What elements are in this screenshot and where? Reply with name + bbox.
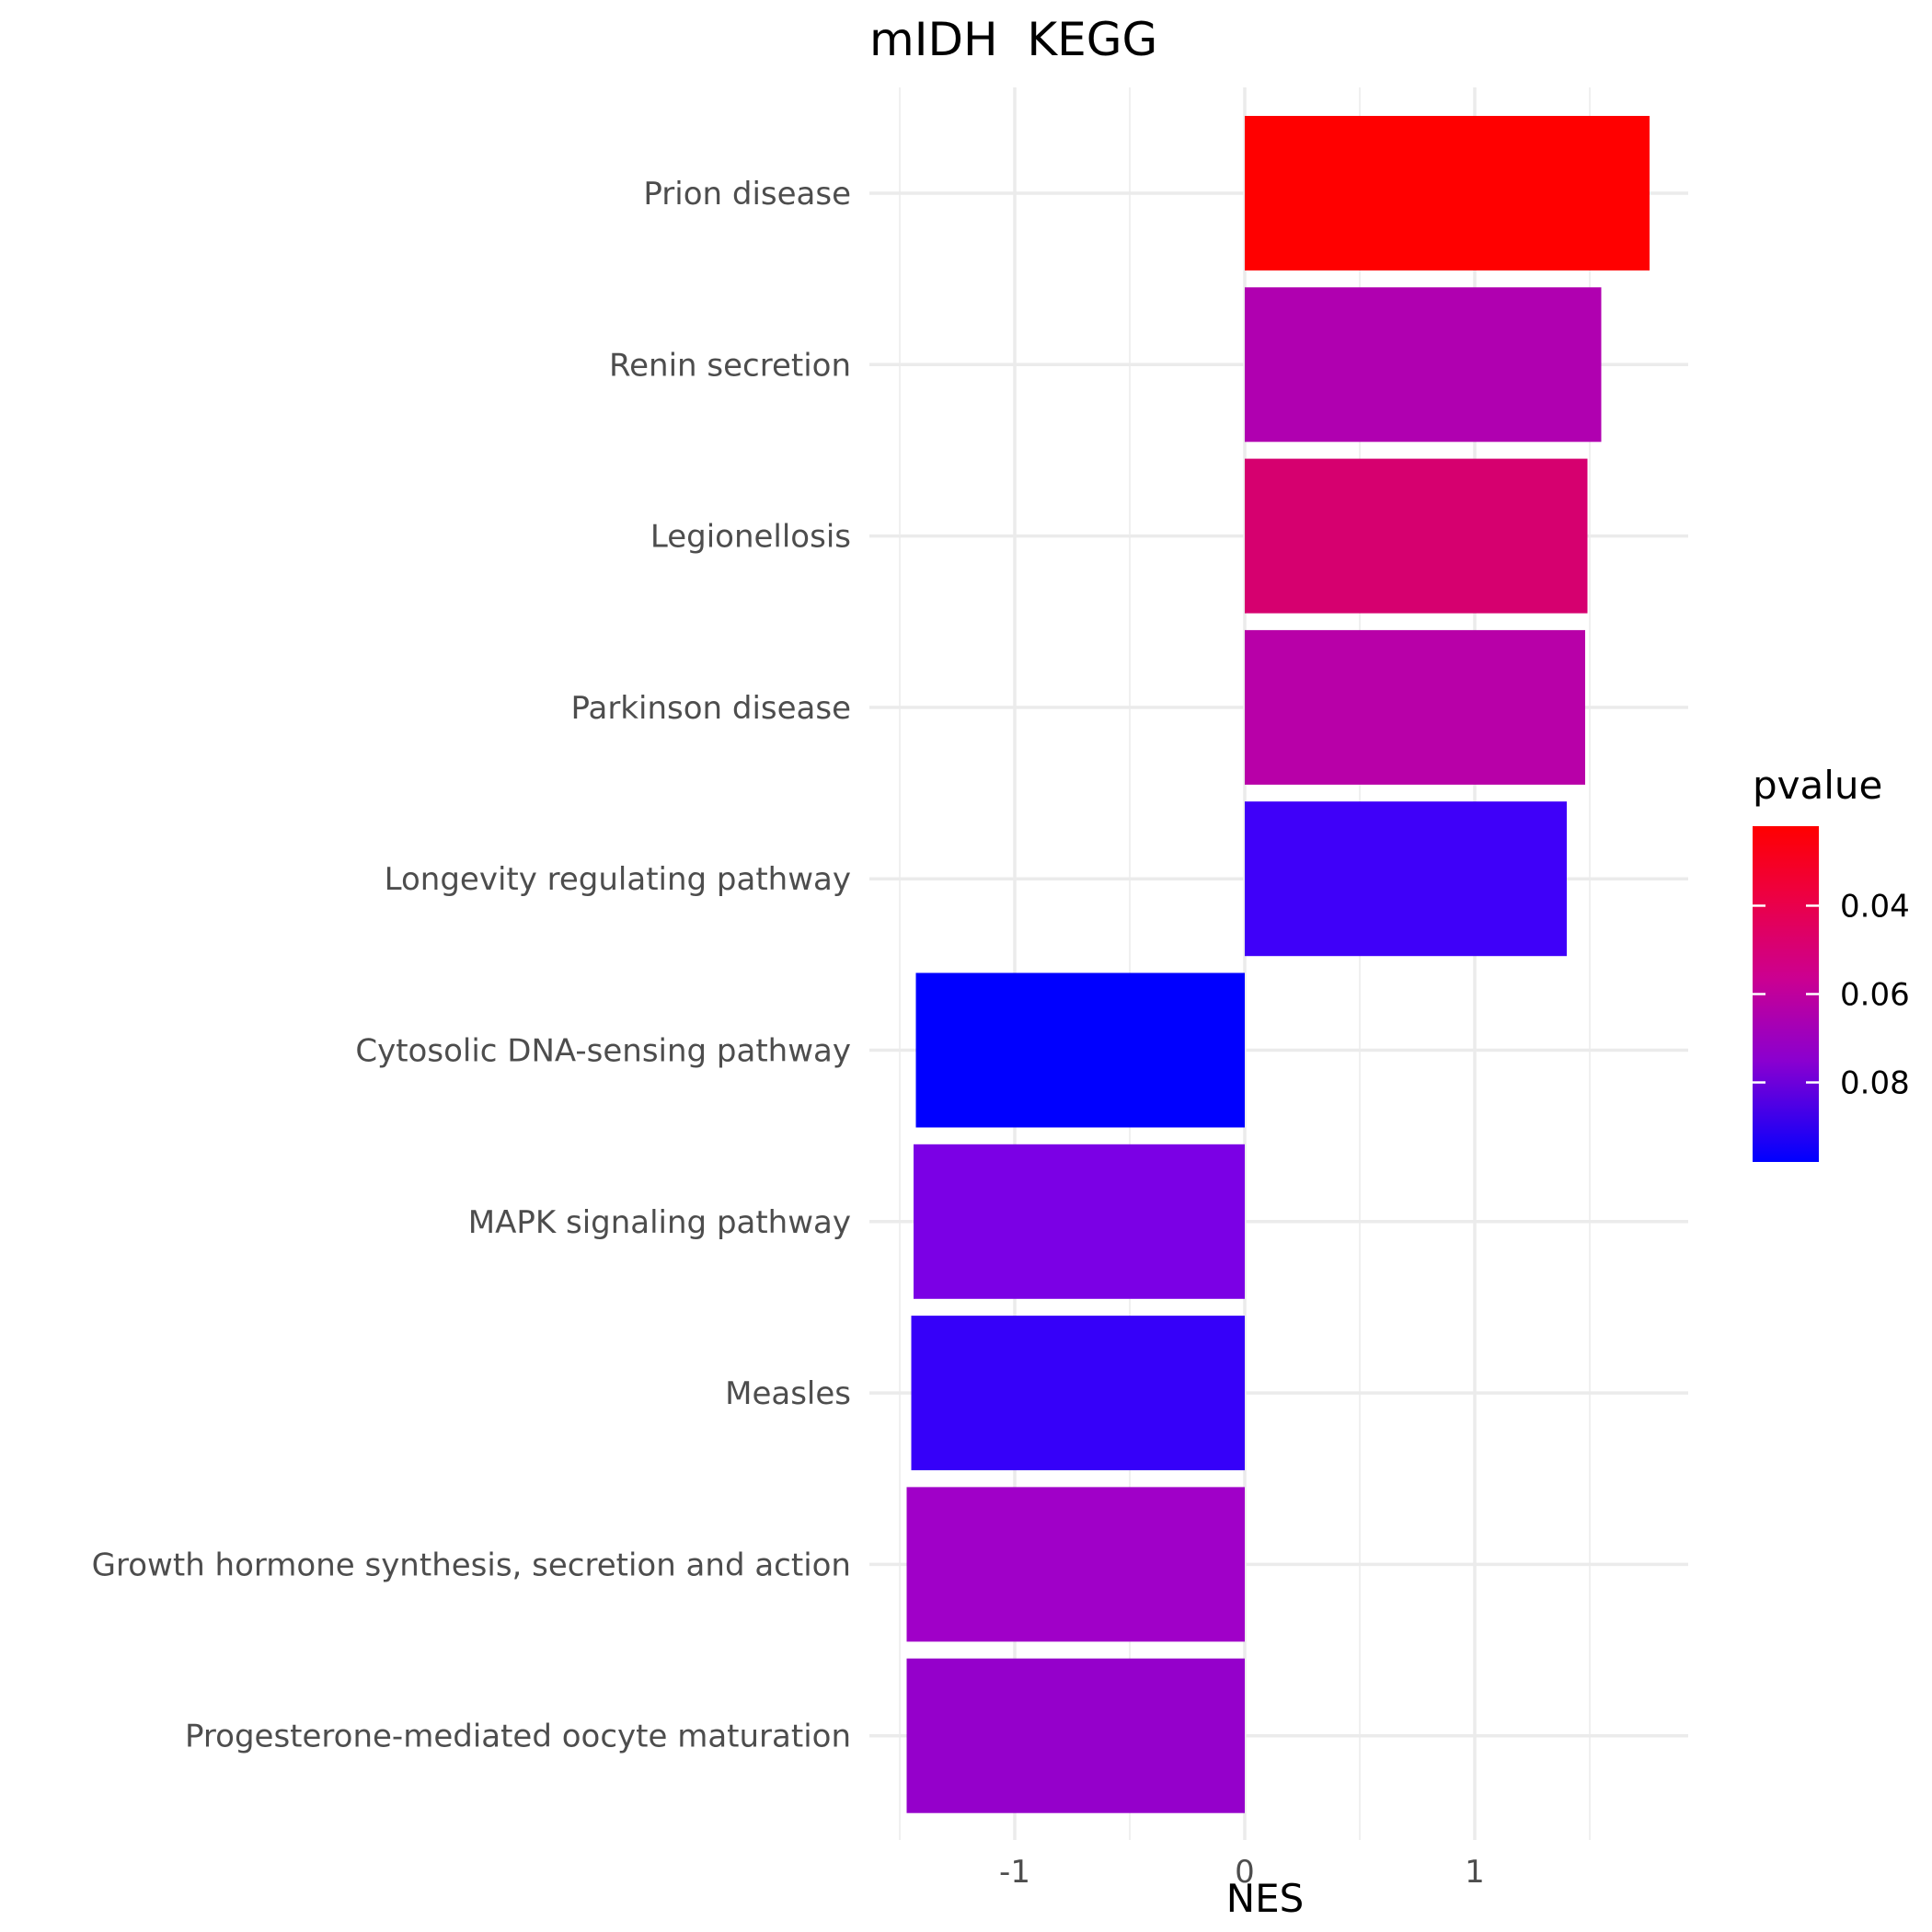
chart-title: mIDH KEGG xyxy=(869,13,1157,66)
x-tick-labels: -1 0 1 xyxy=(999,1854,1485,1891)
y-tick-label: Cytosolic DNA-sensing pathway xyxy=(355,1033,851,1070)
bar xyxy=(906,1658,1245,1813)
y-tick-label: Progesterone-mediated oocyte maturation xyxy=(185,1719,851,1755)
bar xyxy=(1245,801,1567,957)
bar xyxy=(906,1487,1245,1642)
y-tick-label: Growth hormone synthesis, secretion and … xyxy=(92,1547,851,1583)
bar xyxy=(915,972,1245,1128)
x-tick-label: 1 xyxy=(1465,1854,1485,1891)
y-tick-label: Legionellosis xyxy=(650,519,851,556)
legend-title: pvalue xyxy=(1753,763,1882,808)
y-tick-label: Longevity regulating pathway xyxy=(385,861,851,898)
legend-tick-label: 0.04 xyxy=(1840,888,1910,925)
bar-layer xyxy=(906,116,1650,1813)
x-tick-label: -1 xyxy=(999,1854,1030,1891)
bar xyxy=(911,1316,1245,1471)
pvalue-legend: pvalue 0.04 0.06 0.08 xyxy=(1753,763,1910,1162)
y-tick-label: Renin secretion xyxy=(609,347,851,384)
y-tick-label: MAPK signaling pathway xyxy=(468,1204,851,1241)
legend-ticks: 0.04 0.06 0.08 xyxy=(1753,888,1910,1102)
bar xyxy=(1245,287,1602,443)
y-tick-label: Prion disease xyxy=(643,176,851,213)
bar xyxy=(1245,458,1588,614)
y-tick-label: Measles xyxy=(725,1375,851,1412)
bar xyxy=(1245,629,1585,785)
legend-tick-label: 0.06 xyxy=(1840,977,1910,1014)
bar xyxy=(1245,116,1650,270)
x-tick-label: 0 xyxy=(1235,1854,1255,1891)
y-tick-label: Parkinson disease xyxy=(571,690,851,727)
bar xyxy=(914,1144,1245,1299)
y-tick-labels: Prion disease Renin secretion Legionellosi… xyxy=(92,176,851,1755)
x-axis-label: NES xyxy=(1226,1876,1305,1921)
legend-tick-label: 0.08 xyxy=(1840,1065,1910,1102)
